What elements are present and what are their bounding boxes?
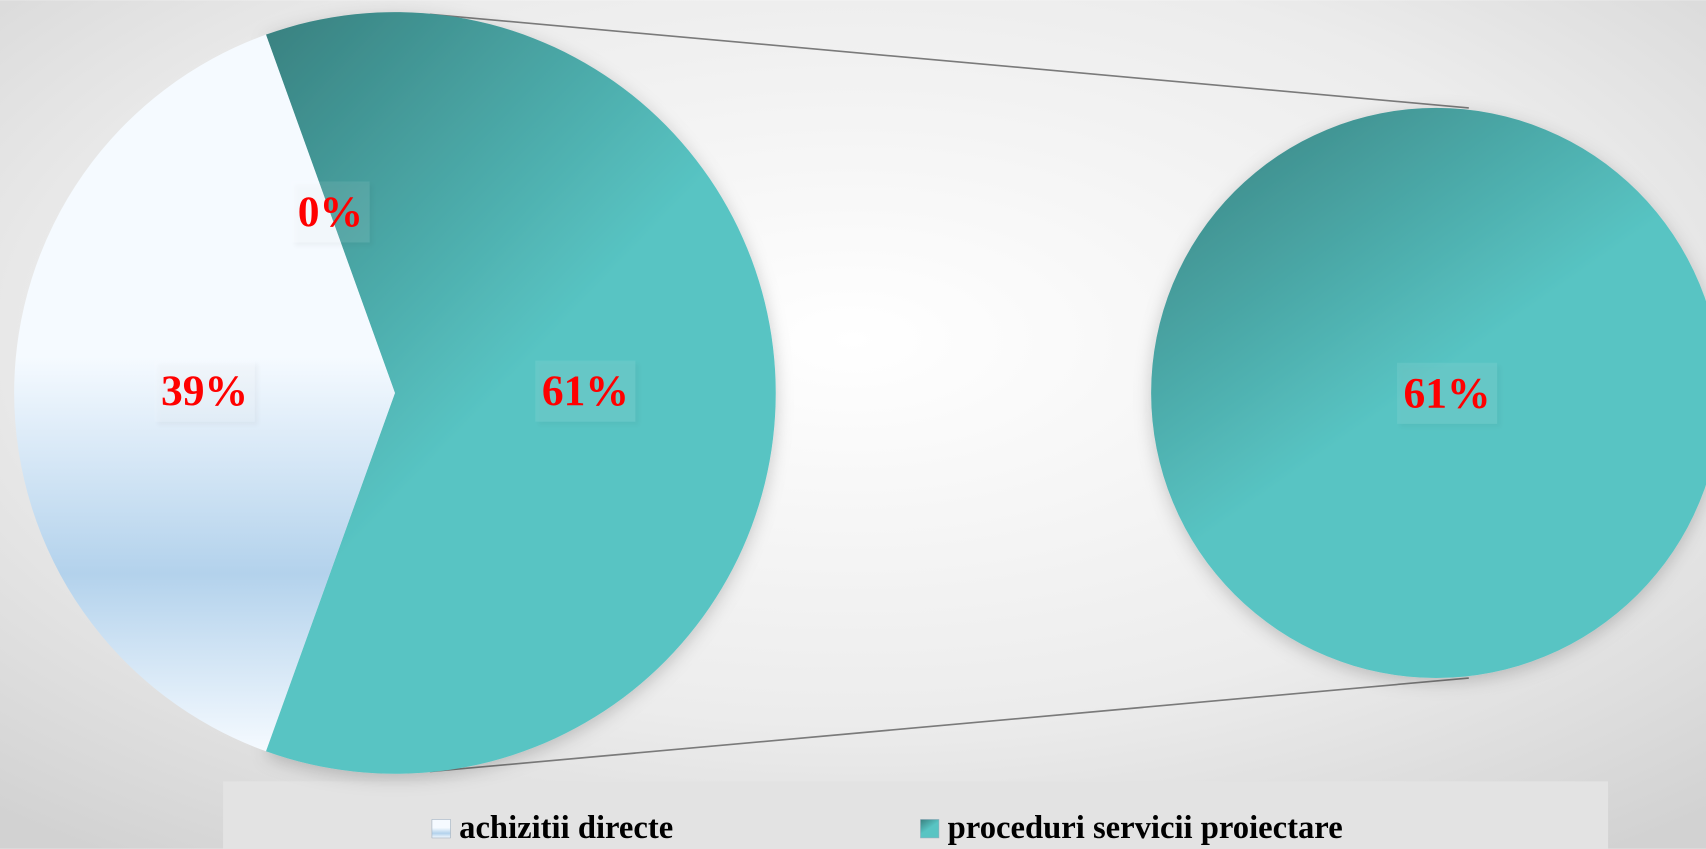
legend-box xyxy=(223,781,1609,849)
data-label: 61% xyxy=(1404,369,1491,417)
connector xyxy=(429,677,1469,773)
legend-label: achizitii directe xyxy=(459,810,673,846)
pie-slice xyxy=(265,12,776,774)
data-label-box xyxy=(535,360,636,422)
data-label-box xyxy=(291,181,370,243)
labels: 61% 0% 39% 61% xyxy=(154,181,1498,424)
data-label-box xyxy=(1397,362,1498,424)
connector xyxy=(429,13,1469,109)
data-label: 61% xyxy=(542,367,629,415)
legend-label: proceduri servicii proiectare xyxy=(948,810,1343,846)
data-label-box xyxy=(154,360,255,422)
data-label: 39% xyxy=(161,367,248,415)
legend: achizitii directe proceduri servicii proi… xyxy=(431,810,1343,846)
legend-swatch xyxy=(920,819,940,839)
legend-swatch xyxy=(431,819,451,839)
data-label: 0% xyxy=(298,188,363,236)
